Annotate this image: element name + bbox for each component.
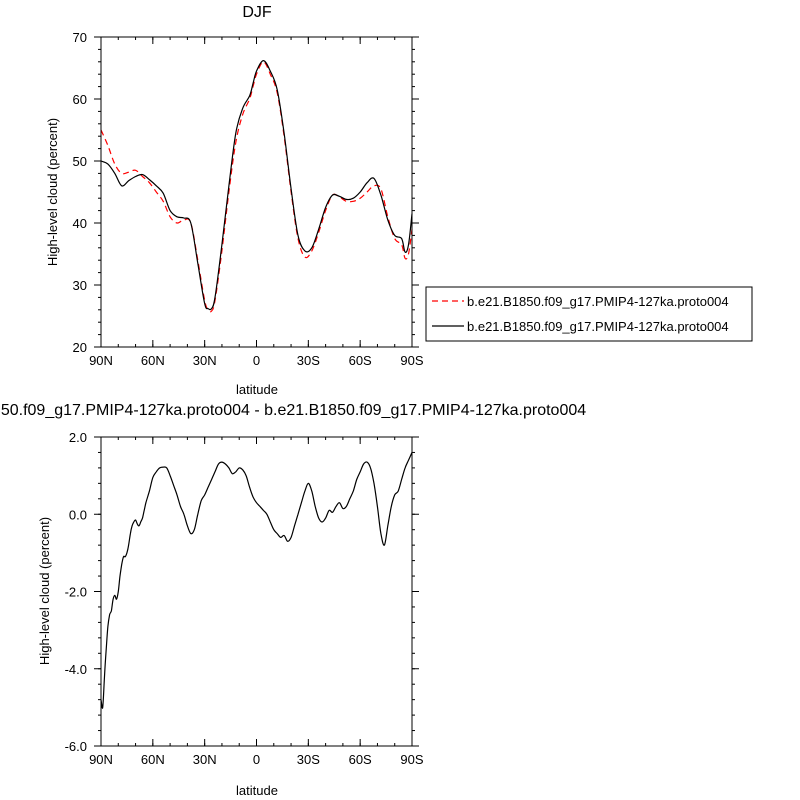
x-tick-label: 90S: [400, 353, 423, 368]
legend: b.e21.B1850.f09_g17.PMIP4-127ka.proto004…: [425, 286, 753, 342]
x-tick-label: 90S: [400, 752, 423, 767]
y-tick-label: 60: [73, 92, 87, 107]
bottom-chart-xlabel: latitude: [236, 783, 278, 798]
top-chart-title: DJF: [242, 4, 272, 21]
bottom-chart: b.e21.B1850.f09_g17.PMIP4-127ka.proto004…: [0, 402, 586, 798]
y-tick-label: -6.0: [65, 739, 87, 754]
x-tick-label: 0: [253, 353, 260, 368]
series-line-0: [100, 61, 413, 313]
top-chart-xlabel: latitude: [236, 382, 278, 397]
y-tick-label: 50: [73, 154, 87, 169]
legend-box: [425, 286, 753, 342]
y-tick-label: 40: [73, 216, 87, 231]
x-tick-label: 90N: [89, 353, 113, 368]
x-tick-label: 60S: [349, 353, 372, 368]
y-tick-label: -2.0: [65, 585, 87, 600]
x-tick-label: 0: [253, 752, 260, 767]
x-tick-label: 30N: [193, 353, 217, 368]
x-tick-label: 90N: [89, 752, 113, 767]
x-tick-label: 60N: [141, 353, 165, 368]
top-chart: DJF 90N 60N 30N 0 30S 60S 90S 20 30 40 50 60 70 lati…: [45, 4, 753, 397]
bottom-chart-title: b.e21.B1850.f09_g17.PMIP4-127ka.proto004…: [0, 402, 586, 419]
y-tick-label: 2.0: [69, 430, 87, 445]
x-tick-label: 30S: [297, 353, 320, 368]
legend-entry-1: b.e21.B1850.f09_g17.PMIP4-127ka.proto004: [467, 319, 729, 334]
x-tick-label: 30N: [193, 752, 217, 767]
top-chart-plot-frame: [100, 36, 413, 348]
y-tick-label: 30: [73, 278, 87, 293]
series-line-0: [100, 452, 413, 709]
legend-entry-0: b.e21.B1850.f09_g17.PMIP4-127ka.proto004: [467, 294, 729, 309]
x-tick-label: 60S: [349, 752, 372, 767]
y-tick-label: 0.0: [69, 507, 87, 522]
x-tick-label: 30S: [297, 752, 320, 767]
y-tick-label: 70: [73, 30, 87, 45]
x-tick-label: 60N: [141, 752, 165, 767]
bottom-chart-plot-frame: [100, 436, 413, 747]
series-line-1: [100, 59, 413, 311]
bottom-chart-series: [100, 452, 413, 709]
y-tick-label: -4.0: [65, 662, 87, 677]
bottom-chart-ylabel: High-level cloud (percent): [37, 517, 52, 665]
bottom-chart-ticks: 90N 60N 30N 0 30S 60S 90S -6.0 -4.0 -2.0 0.0 2.0: [65, 430, 424, 767]
top-chart-ylabel: High-level cloud (percent): [45, 118, 60, 266]
top-chart-ticks: 90N 60N 30N 0 30S 60S 90S 20 30 40 50 60 70: [73, 30, 424, 368]
top-chart-series: [100, 59, 413, 313]
y-tick-label: 20: [73, 340, 87, 355]
